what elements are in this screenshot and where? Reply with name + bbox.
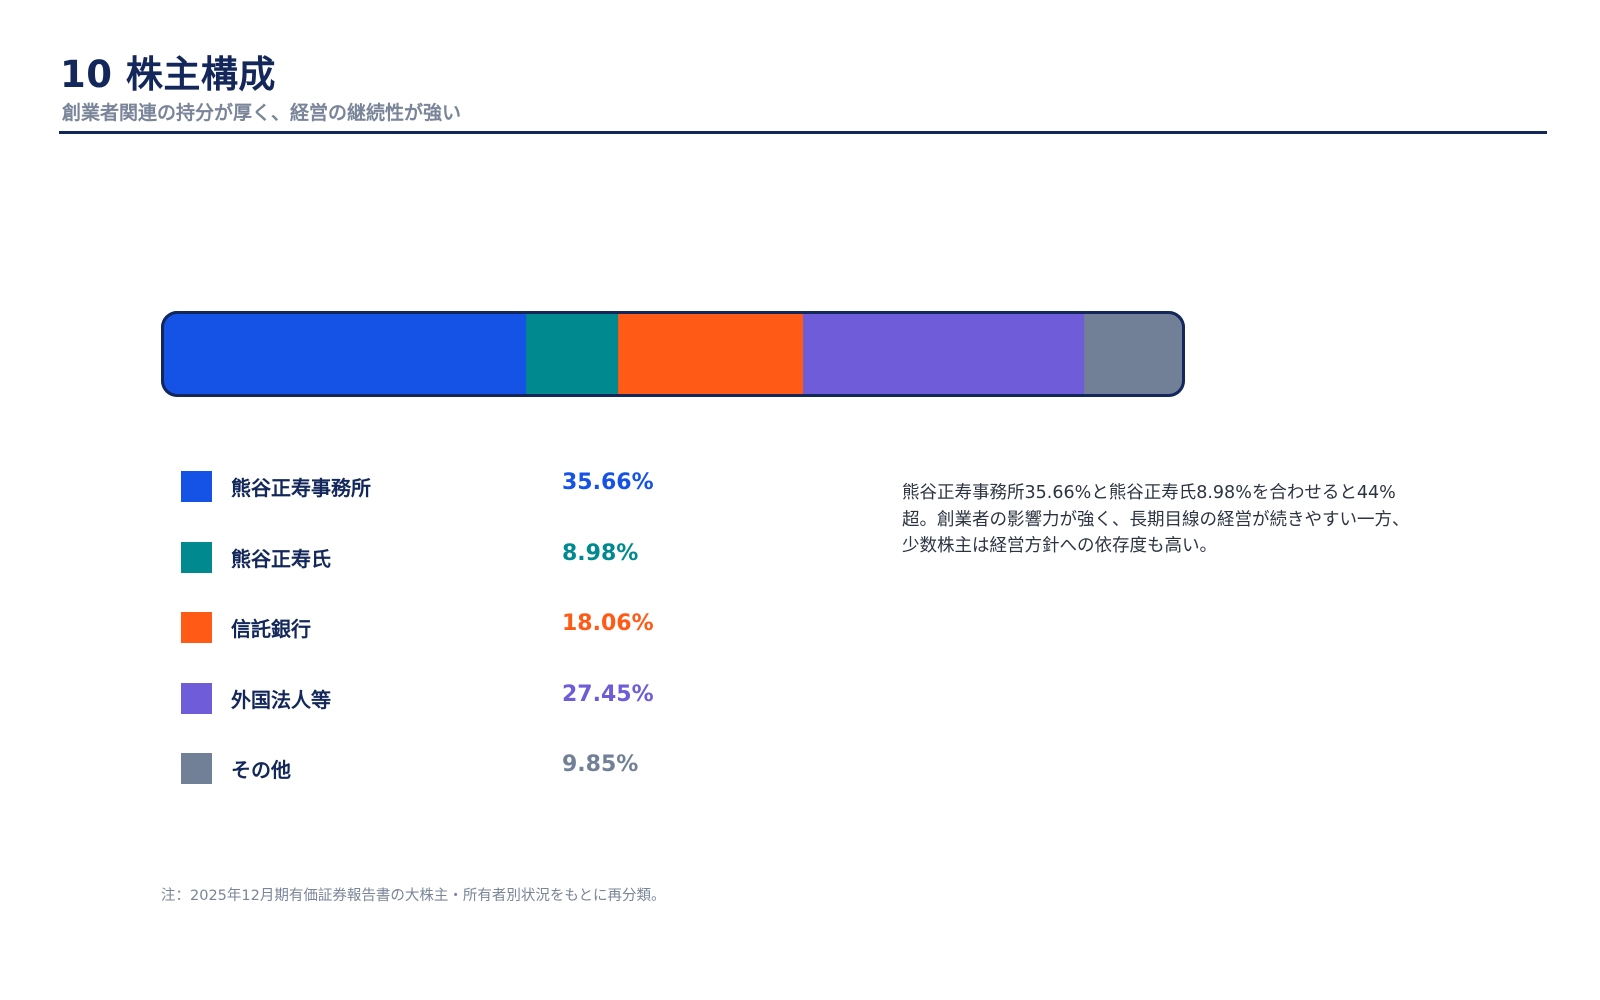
shareholder-stacked-bar	[161, 311, 1185, 397]
legend-item: 信託銀行 18.06%	[181, 606, 681, 646]
title-divider	[59, 131, 1547, 134]
bar-segment-3	[618, 311, 804, 397]
legend-swatch	[181, 541, 212, 573]
bar-segment-4	[803, 311, 1085, 397]
legend-item: 熊谷正寿事務所 35.66%	[181, 465, 681, 505]
legend-swatch	[181, 753, 212, 784]
bar-segment-5	[1084, 311, 1185, 397]
legend-value: 9.85%	[562, 752, 639, 777]
legend-value: 27.45%	[562, 681, 654, 707]
bar-segment-1	[161, 311, 527, 397]
stacked-bar-outline	[161, 311, 1185, 397]
legend-swatch	[181, 471, 212, 502]
description-text: 熊谷正寿事務所35.66%と熊谷正寿氏8.98%を合わせると44%超。創業者の影…	[902, 483, 1410, 556]
legend-value: 35.66%	[562, 470, 654, 495]
legend-label: 外国法人等	[231, 687, 331, 712]
page-subtitle: 創業者関連の持分が厚く、経営の継続性が強い	[62, 102, 462, 124]
legend-label: その他	[231, 758, 291, 782]
page-title: 10 株主構成	[60, 53, 276, 96]
legend-label: 信託銀行	[231, 617, 311, 641]
legend-item: その他 9.85%	[181, 747, 681, 787]
footnote: 注：2025年12月期有価証券報告書の大株主・所有者別状況をもとに再分類。	[161, 888, 666, 904]
legend-label: 熊谷正寿氏	[231, 546, 331, 571]
stacked-bar-svg	[161, 311, 1185, 397]
legend-label: 熊谷正寿事務所	[231, 476, 371, 500]
legend-value: 18.06%	[562, 611, 654, 636]
legend-item: 外国法人等 27.45%	[181, 677, 681, 717]
legend-swatch	[181, 682, 212, 714]
bar-segment-2	[526, 311, 619, 397]
legend-item: 熊谷正寿氏 8.98%	[181, 536, 681, 576]
legend-value: 8.98%	[562, 540, 639, 566]
legend-swatch	[181, 612, 212, 643]
